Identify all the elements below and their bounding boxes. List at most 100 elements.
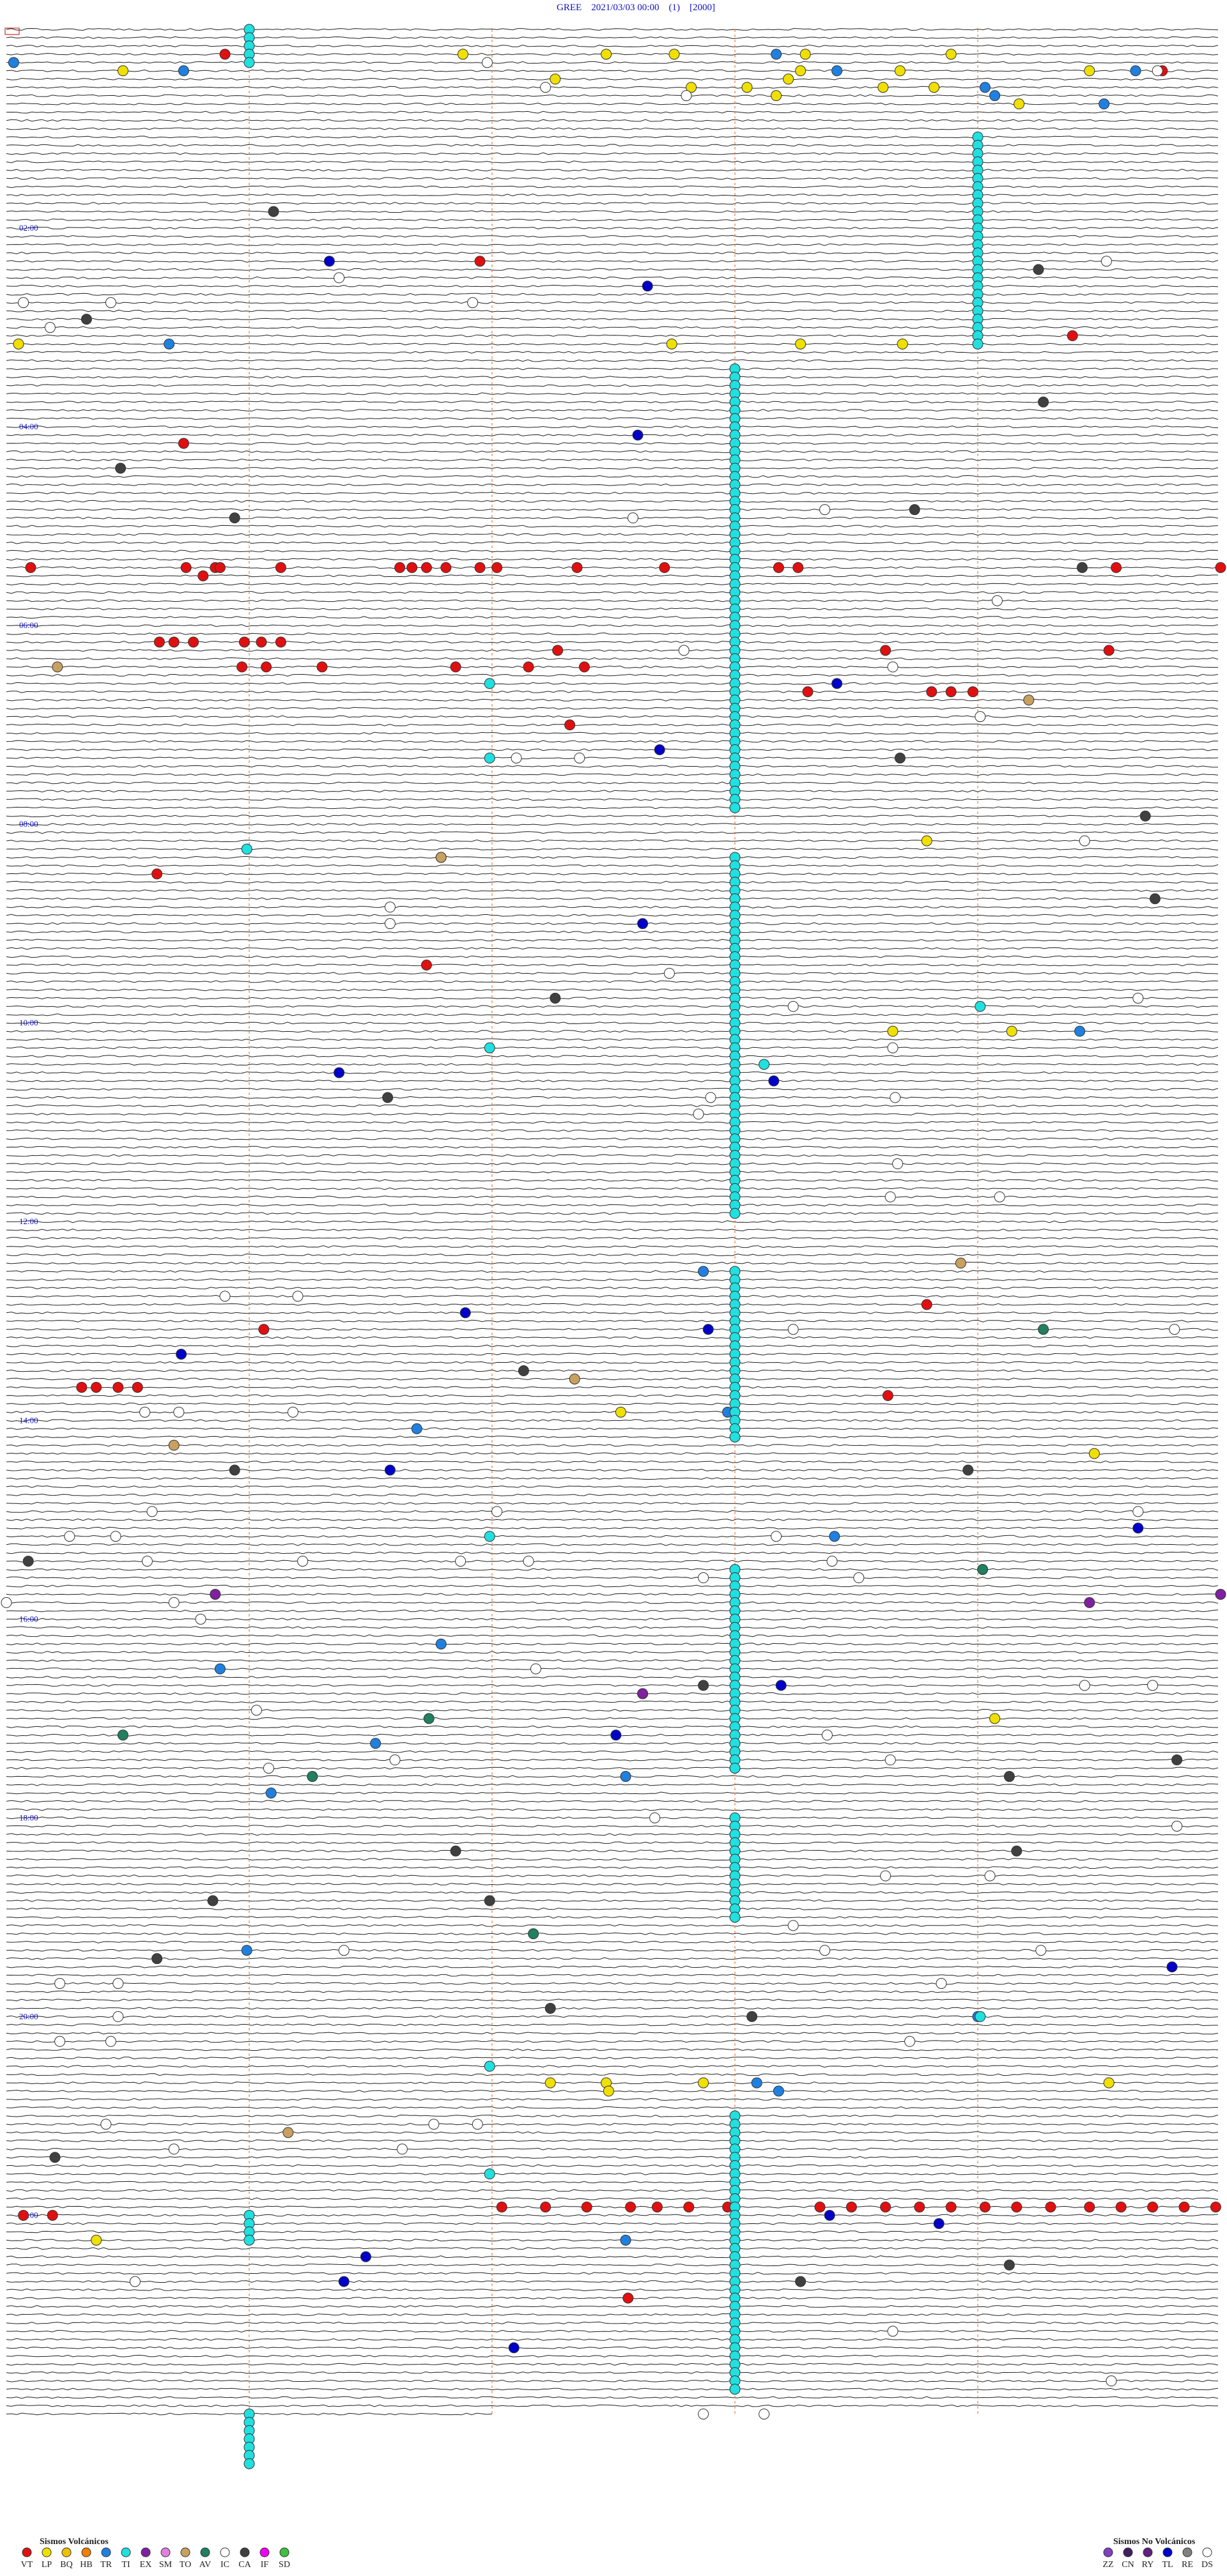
trace	[6, 1634, 1218, 1637]
trace	[6, 234, 1219, 238]
event-ca	[151, 1953, 163, 1965]
trace	[6, 342, 1219, 346]
event-lp	[783, 73, 794, 85]
trace	[6, 2404, 1219, 2407]
trace	[6, 939, 1219, 942]
trace	[6, 152, 1219, 155]
event-ic	[195, 1613, 206, 1625]
hour-label: 20:00	[19, 2011, 38, 2021]
trace	[6, 616, 1219, 619]
hour-label: 02:00	[19, 223, 38, 233]
event-tr	[829, 1531, 840, 1542]
trace	[6, 1907, 1219, 1910]
trace	[6, 144, 1219, 147]
event-ca	[746, 2011, 758, 2022]
trace	[6, 1990, 1219, 1993]
event-lp	[795, 65, 806, 77]
event-ca	[698, 1680, 709, 1691]
trace	[6, 1154, 1219, 1157]
event-ti	[243, 2234, 255, 2246]
event-lp	[686, 82, 697, 93]
event-vt	[967, 686, 978, 698]
event-lp	[989, 1713, 1001, 1724]
event-lp	[698, 2077, 709, 2089]
event-ic	[338, 1945, 350, 1956]
event-ca	[1003, 1771, 1015, 1782]
trace	[6, 1767, 1219, 1770]
trace	[6, 1336, 1219, 1339]
trace	[6, 1850, 1219, 1853]
trace	[6, 980, 1219, 983]
trace	[6, 1584, 1219, 1588]
event-vt	[18, 2209, 29, 2221]
trace	[6, 1626, 1219, 1629]
trace	[6, 673, 1219, 677]
event-ic	[994, 1191, 1005, 1202]
event-ti	[243, 57, 255, 68]
trace	[6, 1543, 1219, 1546]
event-vt	[132, 1381, 143, 1393]
trace	[6, 732, 1219, 735]
legend-code: SD	[279, 2560, 290, 2570]
event-tr	[620, 1771, 631, 1782]
event-ic	[663, 967, 675, 979]
event-ic	[759, 2408, 770, 2419]
event-ic	[975, 711, 986, 723]
event-vt	[421, 959, 432, 970]
trace	[6, 2197, 1219, 2200]
event-tl	[768, 1075, 780, 1087]
event-vt	[564, 719, 576, 731]
trace	[6, 1402, 1219, 1406]
event-ca	[229, 1464, 240, 1476]
event-vt	[406, 562, 418, 573]
trace	[6, 1866, 1219, 1869]
event-tr	[979, 82, 991, 93]
trace	[6, 1469, 1219, 1472]
event-ca	[207, 1895, 219, 1906]
trace	[6, 2032, 1219, 2035]
event-vt	[47, 2209, 58, 2221]
event-vt	[802, 686, 814, 698]
trace	[6, 682, 1219, 685]
event-ic	[698, 1572, 709, 1584]
trace	[6, 1229, 1219, 1232]
trace	[6, 1179, 1219, 1182]
trace	[6, 1833, 1219, 1836]
event-av	[117, 1729, 128, 1741]
event-ti	[484, 1042, 495, 1054]
hour-label: 12:00	[19, 1216, 38, 1226]
trace	[6, 1386, 1219, 1389]
event-ti	[484, 752, 495, 763]
event-av	[977, 1564, 989, 1575]
event-vt	[316, 661, 328, 673]
event-vt	[238, 636, 250, 648]
trace	[6, 897, 1219, 900]
event-ic	[112, 1978, 124, 1989]
trace	[6, 1816, 1219, 1820]
legend-swatch	[220, 2547, 230, 2557]
event-ic	[887, 1042, 899, 1054]
trace	[6, 425, 1219, 429]
event-ca	[1171, 1754, 1183, 1766]
trace	[6, 608, 1219, 611]
event-ic	[455, 1556, 467, 1567]
event-lp	[666, 338, 677, 349]
event-tl	[334, 1067, 345, 1078]
trace	[6, 2272, 1219, 2275]
trace	[6, 574, 1218, 578]
event-ca	[49, 2152, 61, 2163]
event-tr	[1130, 65, 1141, 77]
event-ti	[484, 678, 495, 689]
trace	[6, 177, 1219, 180]
trace	[6, 2288, 1219, 2292]
trace	[6, 409, 1219, 412]
trace	[6, 2313, 1219, 2317]
event-vt	[683, 2201, 695, 2212]
legend-swatch	[240, 2547, 250, 2557]
trace	[6, 847, 1219, 851]
event-tl	[642, 280, 653, 292]
start-marker	[4, 27, 20, 35]
event-ic	[110, 1531, 121, 1542]
event-ic	[146, 1506, 158, 1517]
trace	[6, 2363, 1219, 2366]
